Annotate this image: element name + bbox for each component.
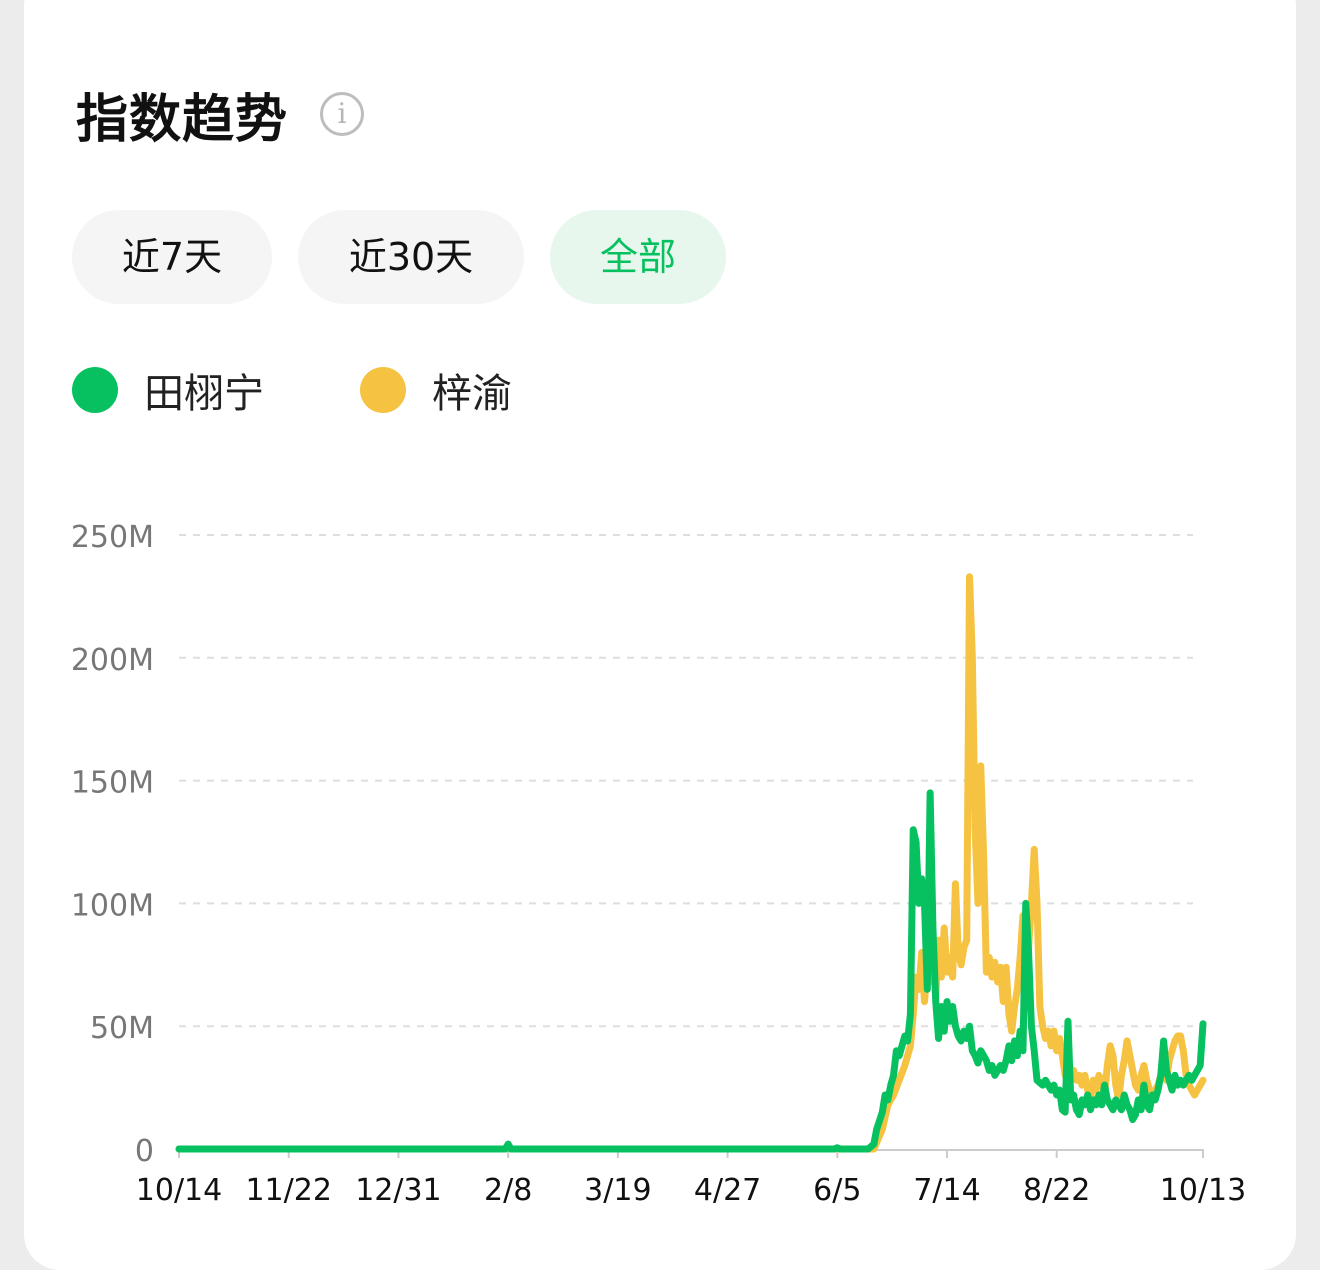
range-tabs: 近7天 近30天 全部 xyxy=(72,210,752,304)
legend-label: 田栩宁 xyxy=(144,371,264,417)
legend-dot-icon xyxy=(72,367,118,413)
tab-30-days[interactable]: 近30天 xyxy=(298,210,524,304)
x-tick-label: 7/14 xyxy=(913,1173,980,1208)
chart-legend: 田栩宁 梓渝 xyxy=(72,362,608,418)
tab-all[interactable]: 全部 xyxy=(550,210,726,304)
legend-item-series-2[interactable]: 梓渝 xyxy=(360,361,512,419)
x-tick-label: 11/22 xyxy=(245,1173,331,1208)
legend-dot-icon xyxy=(360,367,406,413)
x-tick-label: 3/19 xyxy=(584,1173,651,1208)
page-title: 指数趋势 xyxy=(76,89,289,150)
series-line-2 xyxy=(175,789,1207,1153)
legend-label: 梓渝 xyxy=(432,371,512,417)
x-tick-label: 8/22 xyxy=(1023,1173,1090,1208)
y-tick-label: 0 xyxy=(135,1134,154,1169)
y-tick-label: 50M xyxy=(90,1011,154,1046)
y-tick-label: 250M xyxy=(71,520,154,555)
series-line-1 xyxy=(175,573,1207,1153)
tab-7-days[interactable]: 近7天 xyxy=(72,210,272,304)
card-header: 指数趋势 i xyxy=(76,78,365,150)
info-circle-icon[interactable]: i xyxy=(320,92,365,136)
x-tick-label: 4/27 xyxy=(694,1173,761,1208)
legend-item-series-1[interactable]: 田栩宁 xyxy=(72,361,264,419)
x-tick-label: 10/13 xyxy=(1160,1173,1246,1208)
x-tick-label: 10/14 xyxy=(136,1173,222,1208)
y-tick-label: 100M xyxy=(71,888,154,923)
x-tick-label: 12/31 xyxy=(355,1173,441,1208)
x-tick-label: 6/5 xyxy=(813,1173,861,1208)
x-tick-label: 2/8 xyxy=(484,1173,532,1208)
y-tick-label: 200M xyxy=(71,643,154,678)
y-tick-label: 150M xyxy=(71,766,154,801)
